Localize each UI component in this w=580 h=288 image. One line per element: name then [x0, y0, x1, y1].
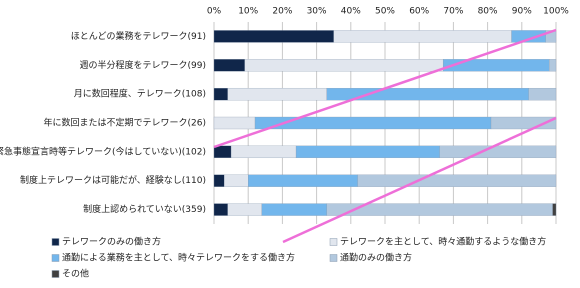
- bar-segment: [261, 203, 328, 216]
- legend-label: テレワークのみの働き方: [62, 236, 161, 248]
- category-label: 週の半分程度をテレワーク(99): [80, 59, 206, 71]
- bar-segment: [333, 30, 512, 43]
- legend-label: 通勤による業務を主として、時々テレワークをする働き方: [62, 252, 295, 264]
- legend-label: テレワークを主として、時々通勤するような働き方: [340, 236, 546, 248]
- bar-segment: [549, 59, 557, 72]
- bar-segment: [213, 203, 228, 216]
- category-label: 制度上テレワークは可能だが、経験なし(110): [20, 174, 206, 186]
- bar-segment: [244, 59, 444, 72]
- x-tick-label: 30%: [307, 7, 327, 17]
- x-tick-label: 40%: [341, 7, 361, 17]
- bar-segment: [254, 116, 492, 130]
- annotation-line: [213, 28, 557, 149]
- bar-segment: [552, 203, 557, 216]
- x-tick-label: 100%: [543, 7, 569, 17]
- bar-segment: [295, 145, 440, 159]
- x-tick-label: 10%: [238, 7, 258, 17]
- x-tick-label: 80%: [478, 7, 498, 17]
- category-label: ほとんどの業務をテレワーク(91): [71, 30, 206, 42]
- legend-swatch: [329, 238, 338, 246]
- plot: 0% 10% 20% 30% 40% 50% 60% 70% 80% 90% 100% ほとんどの業務…: [0, 7, 569, 280]
- legend-swatch: [51, 270, 60, 278]
- bar-segment: [230, 145, 297, 159]
- legend-label: その他: [62, 268, 89, 280]
- bar-segment: [213, 87, 228, 101]
- bar-segment: [442, 59, 550, 72]
- x-tick-label: 90%: [512, 7, 532, 17]
- bar-segment: [248, 174, 358, 187]
- bar-segment: [439, 145, 557, 159]
- legend-swatch: [329, 254, 338, 262]
- bar-segment: [227, 87, 328, 101]
- bar-segment: [528, 87, 557, 101]
- bar-segment: [545, 30, 557, 43]
- legend-swatch: [51, 238, 60, 246]
- x-tick-label: 0%: [207, 7, 222, 17]
- bar-segment: [213, 174, 225, 187]
- annotation-line: [282, 116, 557, 244]
- x-tick-label: 20%: [272, 7, 292, 17]
- x-tick-label: 70%: [443, 7, 463, 17]
- bar-segment: [227, 203, 263, 216]
- x-tick-label: 50%: [375, 7, 395, 17]
- category-label: 年に数回または不定期でテレワーク(26): [44, 117, 206, 129]
- category-label: 制度上認められていない(359): [83, 203, 206, 215]
- bar-segment: [213, 59, 245, 72]
- legend-label: 通勤のみの働き方: [340, 252, 412, 264]
- bar-segment: [357, 174, 557, 187]
- category-label: 月に数回程度、テレワーク(108): [74, 88, 206, 100]
- bar-segment: [224, 174, 249, 187]
- bar-segment: [213, 145, 232, 159]
- bar-segment: [213, 116, 256, 130]
- bar-segment: [213, 30, 334, 43]
- category-label: 緊急事態宣言時等テレワーク(今はしていない)(102): [0, 145, 206, 157]
- x-tick-label: 60%: [409, 7, 429, 17]
- legend-swatch: [51, 254, 60, 262]
